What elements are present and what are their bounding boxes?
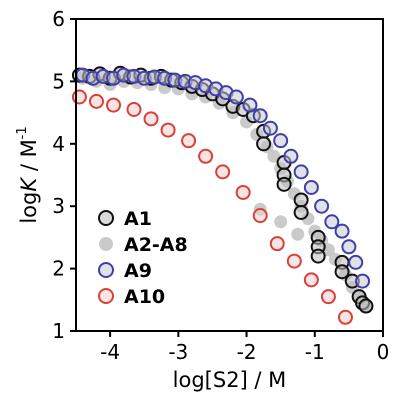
data-point [276,176,292,192]
data-point [256,136,272,152]
data-point [358,298,374,314]
data-layer [71,65,374,325]
x-tick-label: -2 [237,340,257,364]
data-point [269,236,285,252]
data-point [273,133,289,149]
data-point [215,164,231,180]
data-point [293,204,309,220]
plot-frame [75,18,384,332]
data-point [274,215,288,229]
data-point [262,120,278,136]
axes [75,18,384,332]
x-axis-label: log[S2] / M [173,368,287,392]
legend-label: A9 [124,260,152,282]
series-a9 [75,67,371,289]
legend-label: A2-A8 [124,234,188,256]
data-point [228,89,244,105]
legend-marker [98,288,114,304]
y-tick-label: 3 [52,194,65,218]
data-point [291,227,305,241]
legend-marker [99,237,113,251]
data-point [283,148,299,164]
legend-label: A10 [124,286,165,308]
data-point [303,179,319,195]
ticks: -4 -3 -2 -1 0 1 2 3 4 5 6 [52,7,389,364]
data-point [143,111,159,127]
data-point [267,149,281,163]
y-tick-label: 4 [52,132,65,156]
data-point [324,214,340,230]
data-point [88,93,104,109]
y-tick-label: 6 [52,7,65,31]
data-point [252,108,268,124]
y-tick-label: 5 [52,69,65,93]
data-point [293,164,309,180]
legend-marker [98,262,114,278]
data-point [242,97,258,113]
data-point [314,198,330,214]
data-point [293,192,309,208]
data-point [334,264,350,280]
data-point [252,208,268,224]
data-point [348,254,364,270]
data-point [160,122,176,138]
x-tick-label: -1 [305,340,325,364]
data-point [355,273,371,289]
y-tick-label: 1 [52,319,65,343]
y-tick-label: 2 [52,257,65,281]
data-point [106,97,122,113]
x-tick-label: -3 [168,340,188,364]
series-a2-a8 [76,71,373,313]
data-point [303,272,319,288]
data-point [334,223,350,239]
x-tick-label: -4 [100,340,120,364]
y-axis-label: logK / M-1 [15,126,42,223]
legend-label: A1 [124,208,152,230]
data-point [198,148,214,164]
data-point [71,89,87,105]
data-point [286,253,302,269]
data-point [320,289,336,305]
data-point [235,184,251,200]
series-a10 [71,89,353,325]
data-point [310,248,326,264]
x-tick-label: 0 [377,340,390,364]
data-point [341,239,357,255]
data-point [181,133,197,149]
legend-marker [98,210,114,226]
legend: A1 A2-A8 A9 A10 [98,208,188,308]
data-point [126,101,142,117]
data-point [337,309,353,325]
